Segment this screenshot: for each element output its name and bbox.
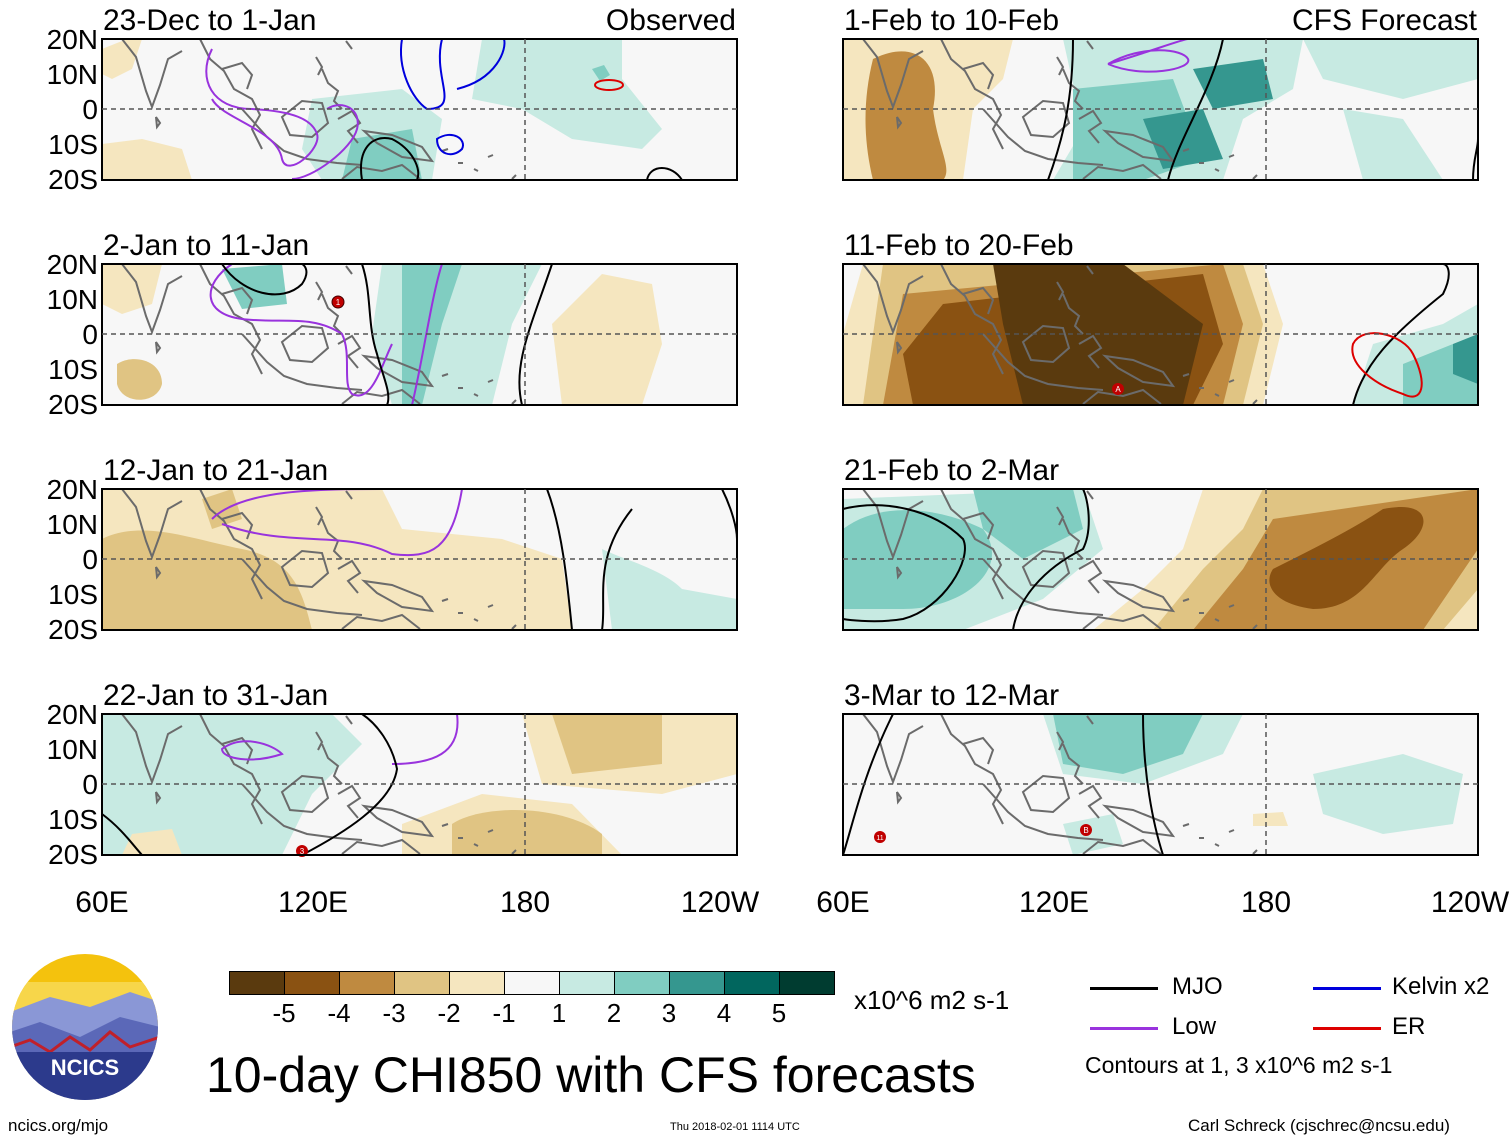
svg-text:60E: 60E [816, 886, 869, 919]
colorbar-cell [285, 972, 340, 994]
footer-url[interactable]: ncics.org/mjo [8, 1116, 109, 1135]
lat-labels-left: 20N 10N 0 10S 20S 20N 10N 0 10S 20S 20N 10N 0… [47, 24, 98, 870]
storm-marker: 1 [336, 298, 341, 307]
map-grid: 1 3 [47, 4, 1510, 919]
logo-text: NCICS [51, 1055, 119, 1080]
colorbar-cell [395, 972, 450, 994]
svg-text:20N: 20N [47, 249, 98, 280]
panel-1-title: 23-Dec to 1-Jan [103, 4, 316, 37]
lon-labels: 60E 120E 180 120W 60E 120E 180 120W [75, 886, 1510, 919]
panel-5-title: 1-Feb to 10-Feb [844, 4, 1059, 37]
svg-text:20N: 20N [47, 24, 98, 55]
svg-text:120E: 120E [1019, 886, 1089, 919]
svg-text:20S: 20S [48, 839, 98, 870]
svg-text:0: 0 [82, 94, 98, 125]
panel-6-title: 11-Feb to 20-Feb [844, 229, 1074, 262]
svg-text:120W: 120W [1431, 886, 1510, 919]
colorbar-cell [615, 972, 670, 994]
colorbar-tick: -4 [327, 998, 351, 1028]
colorbar-cell [780, 972, 834, 994]
storm-marker: B [1083, 826, 1088, 835]
colorbar-units: x10^6 m2 s-1 [854, 985, 1010, 1015]
colorbar-tick: 2 [606, 998, 622, 1028]
legend-note: Contours at 1, 3 x10^6 m2 s-1 [1085, 1052, 1393, 1078]
panel-2: 1 [102, 263, 737, 406]
colorbar-tick: -1 [492, 998, 516, 1028]
colorbar-cell [230, 972, 285, 994]
svg-text:20S: 20S [48, 614, 98, 645]
colorbar-cell [725, 972, 780, 994]
colorbar-cell [340, 972, 395, 994]
legend-mjo-line [1090, 987, 1158, 990]
legend-low-line [1090, 1027, 1158, 1030]
forecast-header: CFS Forecast [1292, 4, 1478, 37]
panel-1 [102, 38, 737, 181]
svg-text:0: 0 [82, 319, 98, 350]
colorbar-tick: 5 [771, 998, 787, 1028]
svg-text:10N: 10N [47, 509, 98, 540]
colorbar-cell [560, 972, 615, 994]
colorbar-cell [670, 972, 725, 994]
panel-4-title: 22-Jan to 31-Jan [103, 679, 328, 712]
colorbar-tick: -5 [272, 998, 296, 1028]
panel-8: 11 B [842, 713, 1478, 856]
svg-text:120W: 120W [681, 886, 760, 919]
footer-timestamp: Thu 2018-02-01 1114 UTC [670, 1121, 800, 1133]
colorbar-tick: -3 [382, 998, 406, 1028]
svg-text:10S: 10S [48, 129, 98, 160]
legend-low-label: Low [1172, 1013, 1217, 1040]
svg-text:10N: 10N [47, 59, 98, 90]
storm-marker: 11 [876, 835, 883, 842]
colorbar-tick: 3 [661, 998, 677, 1028]
reference-lines [102, 39, 1478, 855]
colorbar-tick: 1 [551, 998, 567, 1028]
legend-kelvin-line [1313, 987, 1381, 990]
ncics-logo: NCICS [12, 954, 158, 1100]
colorbar-cell [450, 972, 505, 994]
panel-3-title: 12-Jan to 21-Jan [103, 454, 328, 487]
svg-text:10N: 10N [47, 734, 98, 765]
panel-8-title: 3-Mar to 12-Mar [844, 679, 1059, 712]
svg-text:10S: 10S [48, 579, 98, 610]
legend-er-line [1313, 1027, 1381, 1030]
colorbar-tick: 4 [716, 998, 732, 1028]
footer-credit: Carl Schreck (cjschrec@ncsu.edu) [1188, 1116, 1450, 1135]
svg-text:120E: 120E [278, 886, 348, 919]
legend-kelvin-label: Kelvin x2 [1392, 973, 1490, 1000]
svg-text:10S: 10S [48, 354, 98, 385]
svg-text:20N: 20N [47, 474, 98, 505]
svg-text:20N: 20N [47, 699, 98, 730]
svg-text:10S: 10S [48, 804, 98, 835]
page-title: 10-day CHI850 with CFS forecasts [206, 1047, 976, 1103]
legend-er-label: ER [1392, 1013, 1426, 1040]
svg-text:20S: 20S [48, 164, 98, 195]
panel-7-title: 21-Feb to 2-Mar [844, 454, 1059, 487]
panel-4: 3 [101, 713, 737, 857]
storm-marker: 3 [300, 847, 305, 856]
svg-text:180: 180 [1241, 886, 1291, 919]
svg-text:0: 0 [82, 769, 98, 800]
storm-marker: A [1115, 385, 1121, 394]
colorbar-cell [505, 972, 560, 994]
observed-header: Observed [606, 4, 736, 37]
colorbar [229, 971, 835, 995]
svg-text:20S: 20S [48, 389, 98, 420]
panel-2-title: 2-Jan to 11-Jan [103, 229, 309, 262]
svg-text:10N: 10N [47, 284, 98, 315]
svg-text:0: 0 [82, 544, 98, 575]
svg-text:60E: 60E [75, 886, 128, 919]
svg-text:180: 180 [500, 886, 550, 919]
colorbar-tick: -2 [437, 998, 461, 1028]
legend-mjo-label: MJO [1172, 973, 1223, 1000]
